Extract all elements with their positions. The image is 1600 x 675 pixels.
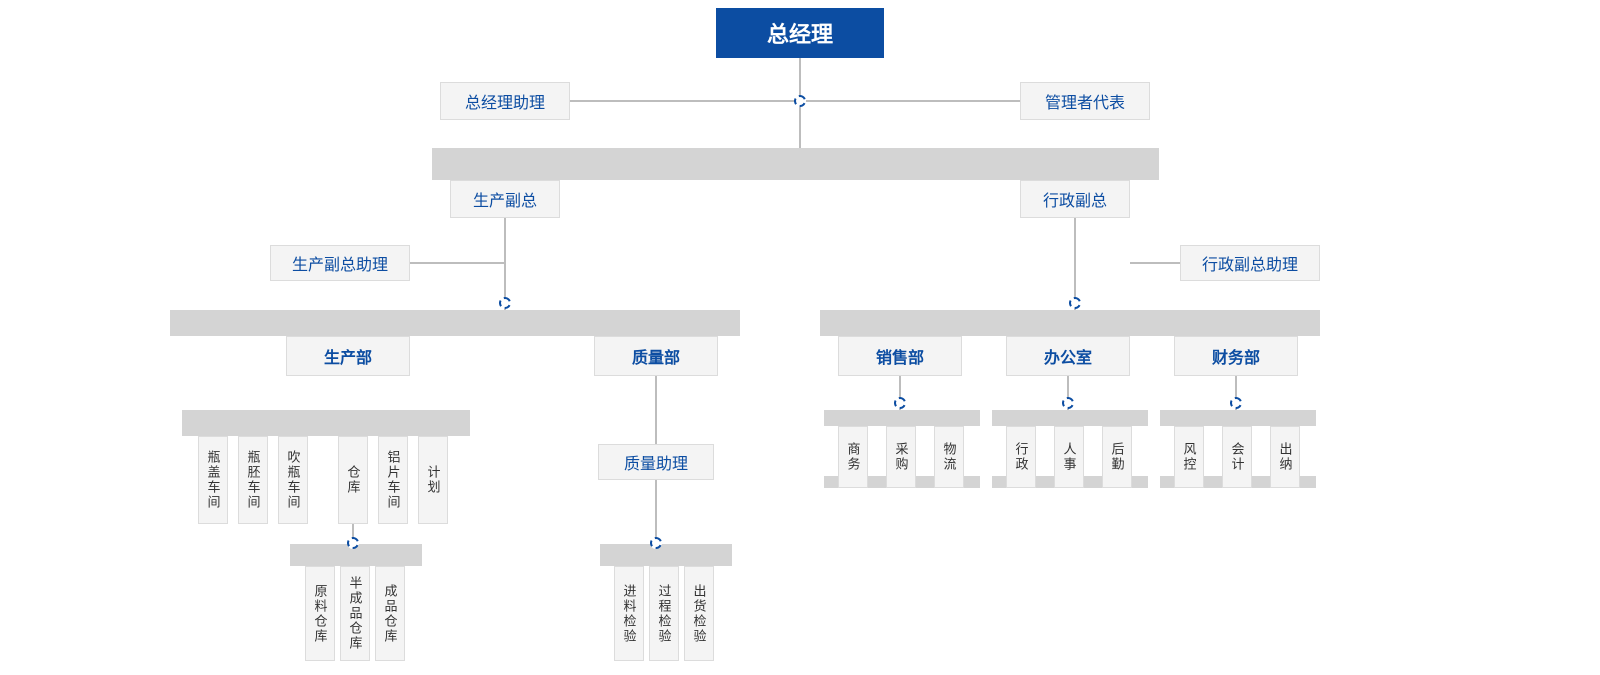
band <box>824 410 980 426</box>
leaf-qc1: 进料检验 <box>614 566 644 661</box>
band <box>432 148 1159 180</box>
connector <box>655 480 657 544</box>
node-admin-vp: 行政副总 <box>1020 180 1130 218</box>
node-dept-office: 办公室 <box>1006 336 1130 376</box>
leaf-s1: 商务 <box>838 426 868 488</box>
leaf-qc3: 出货检验 <box>684 566 714 661</box>
junction-dot <box>1069 297 1081 309</box>
leaf-o3: 后勤 <box>1102 426 1132 488</box>
leaf-wh1: 原料仓库 <box>305 566 335 661</box>
leaf-prod-w5: 铝片车间 <box>378 436 408 524</box>
band <box>170 310 740 336</box>
band <box>182 410 470 436</box>
leaf-s3: 物流 <box>934 426 964 488</box>
leaf-f3: 出纳 <box>1270 426 1300 488</box>
leaf-prod-w2: 瓶胚车间 <box>238 436 268 524</box>
org-chart: 总经理 总经理助理 管理者代表 生产副总 行政副总 生产副总助理 行政副总助理 … <box>0 0 1600 675</box>
junction-dot <box>894 397 906 409</box>
junction-dot <box>499 297 511 309</box>
junction-dot <box>1062 397 1074 409</box>
leaf-prod-w4: 仓库 <box>338 436 368 524</box>
node-gm-assist: 总经理助理 <box>440 82 570 120</box>
junction-dot <box>1230 397 1242 409</box>
band <box>820 310 1320 336</box>
leaf-wh2: 半成品仓库 <box>340 566 370 661</box>
node-prod-vp-assist: 生产副总助理 <box>270 245 410 281</box>
band <box>1160 410 1316 426</box>
band <box>992 410 1148 426</box>
connector <box>1130 262 1180 264</box>
node-prod-vp: 生产副总 <box>450 180 560 218</box>
node-qc-assist: 质量助理 <box>598 444 714 480</box>
node-dept-prod: 生产部 <box>286 336 410 376</box>
leaf-f2: 会计 <box>1222 426 1252 488</box>
band <box>600 544 732 566</box>
junction-dot <box>794 95 806 107</box>
leaf-f1: 风控 <box>1174 426 1204 488</box>
node-mgmt-rep: 管理者代表 <box>1020 82 1150 120</box>
node-dept-qc: 质量部 <box>594 336 718 376</box>
leaf-o2: 人事 <box>1054 426 1084 488</box>
leaf-o1: 行政 <box>1006 426 1036 488</box>
junction-dot <box>650 537 662 549</box>
node-admin-vp-assist: 行政副总助理 <box>1180 245 1320 281</box>
junction-dot <box>347 537 359 549</box>
leaf-prod-w1: 瓶盖车间 <box>198 436 228 524</box>
connector <box>410 262 504 264</box>
node-dept-sales: 销售部 <box>838 336 962 376</box>
leaf-qc2: 过程检验 <box>649 566 679 661</box>
leaf-prod-w6: 计划 <box>418 436 448 524</box>
leaf-wh3: 成品仓库 <box>375 566 405 661</box>
node-dept-fin: 财务部 <box>1174 336 1298 376</box>
leaf-prod-w3: 吹瓶车间 <box>278 436 308 524</box>
node-root: 总经理 <box>716 8 884 58</box>
connector <box>655 376 657 444</box>
leaf-s2: 采购 <box>886 426 916 488</box>
